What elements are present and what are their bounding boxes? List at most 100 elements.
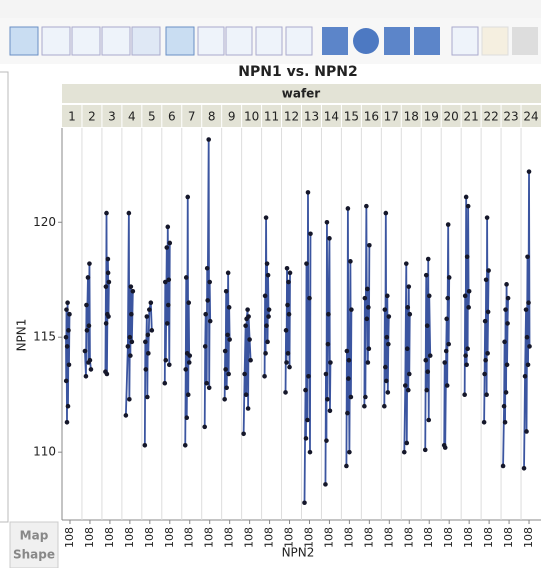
toolbar-icons[interactable] — [9, 26, 538, 56]
data-point — [183, 367, 189, 372]
icon[interactable] — [353, 28, 379, 54]
data-point — [284, 360, 289, 365]
series-line — [84, 263, 92, 377]
icon[interactable] — [384, 27, 410, 55]
series-line — [483, 217, 490, 423]
data-point — [202, 424, 208, 430]
data-point — [225, 270, 231, 276]
data-point — [484, 392, 489, 397]
data-point — [323, 482, 328, 487]
icon[interactable] — [225, 26, 253, 56]
drop-zone-label: Shape — [13, 548, 55, 562]
data-point — [365, 360, 371, 365]
data-point — [525, 362, 531, 368]
panel-label: 4 — [128, 110, 136, 124]
data-point — [306, 374, 311, 379]
data-point — [146, 351, 151, 356]
x-tick-label: 108 — [83, 527, 96, 548]
data-point — [203, 311, 208, 317]
data-point — [246, 314, 251, 319]
icon[interactable] — [481, 26, 509, 56]
data-point — [404, 346, 410, 352]
data-point — [125, 344, 131, 349]
data-point — [183, 275, 189, 280]
icon[interactable] — [512, 27, 538, 55]
data-point — [222, 348, 228, 354]
panel-label: 8 — [208, 110, 216, 124]
x-tick-label: 108 — [302, 527, 315, 548]
data-point — [385, 390, 391, 395]
data-point — [302, 500, 307, 506]
data-point — [427, 353, 433, 358]
data-point — [463, 194, 469, 200]
data-point — [407, 311, 413, 317]
data-point — [165, 224, 171, 230]
data-point — [524, 334, 530, 340]
icon[interactable] — [197, 26, 225, 56]
data-point — [287, 270, 293, 276]
x-axis-label: NPN2 — [282, 546, 315, 560]
data-point — [123, 413, 129, 418]
data-point — [104, 210, 109, 216]
x-tick-label: 108 — [322, 527, 335, 548]
data-point — [226, 371, 231, 377]
series-line — [303, 192, 312, 503]
data-point — [105, 256, 111, 262]
x-tick-label: 108 — [402, 527, 415, 548]
data-point — [245, 406, 251, 411]
data-point — [426, 417, 432, 423]
icon[interactable] — [165, 26, 195, 56]
data-point — [286, 311, 292, 317]
data-point — [444, 383, 450, 388]
data-point — [84, 328, 90, 333]
icon[interactable] — [255, 26, 283, 56]
data-point — [265, 339, 270, 345]
data-point — [502, 339, 507, 345]
data-point — [348, 259, 353, 264]
data-point — [463, 353, 468, 358]
data-point — [328, 360, 333, 365]
panel-label: 15 — [344, 110, 359, 124]
data-point — [422, 447, 428, 453]
icon[interactable] — [131, 26, 161, 56]
data-point — [223, 367, 228, 372]
data-point — [66, 362, 72, 368]
left-pane — [0, 71, 9, 523]
data-point — [303, 387, 308, 393]
icon[interactable] — [322, 27, 348, 55]
data-point — [265, 272, 271, 278]
icon[interactable] — [285, 26, 313, 56]
data-point — [523, 307, 529, 312]
data-point — [325, 341, 331, 347]
x-tick-label: 108 — [482, 527, 495, 548]
data-point — [130, 288, 136, 294]
data-point — [166, 277, 172, 283]
data-point — [65, 403, 71, 409]
x-tick-label: 108 — [502, 527, 515, 548]
data-point — [223, 288, 229, 294]
data-point — [247, 337, 252, 342]
series-line — [345, 208, 353, 466]
icon[interactable] — [71, 26, 101, 56]
data-point — [401, 449, 407, 455]
data-point — [405, 387, 411, 393]
panel-label: 13 — [304, 110, 319, 124]
chart-title: NPN1 vs. NPN2 — [238, 64, 357, 80]
data-point — [307, 295, 312, 301]
x-tick-label: 108 — [283, 527, 296, 548]
icon[interactable] — [9, 26, 39, 56]
icon[interactable] — [451, 26, 479, 56]
data-point — [481, 419, 487, 425]
x-tick-label: 108 — [422, 527, 435, 548]
data-point — [344, 348, 350, 354]
drop-zone[interactable] — [9, 521, 59, 568]
data-point — [127, 334, 133, 340]
icon[interactable] — [41, 26, 71, 56]
data-point — [304, 261, 309, 266]
facet-header — [62, 84, 541, 103]
data-point — [526, 300, 531, 306]
icon[interactable] — [414, 27, 440, 55]
data-point — [145, 332, 151, 338]
icon[interactable] — [101, 26, 131, 56]
data-point — [149, 328, 155, 333]
